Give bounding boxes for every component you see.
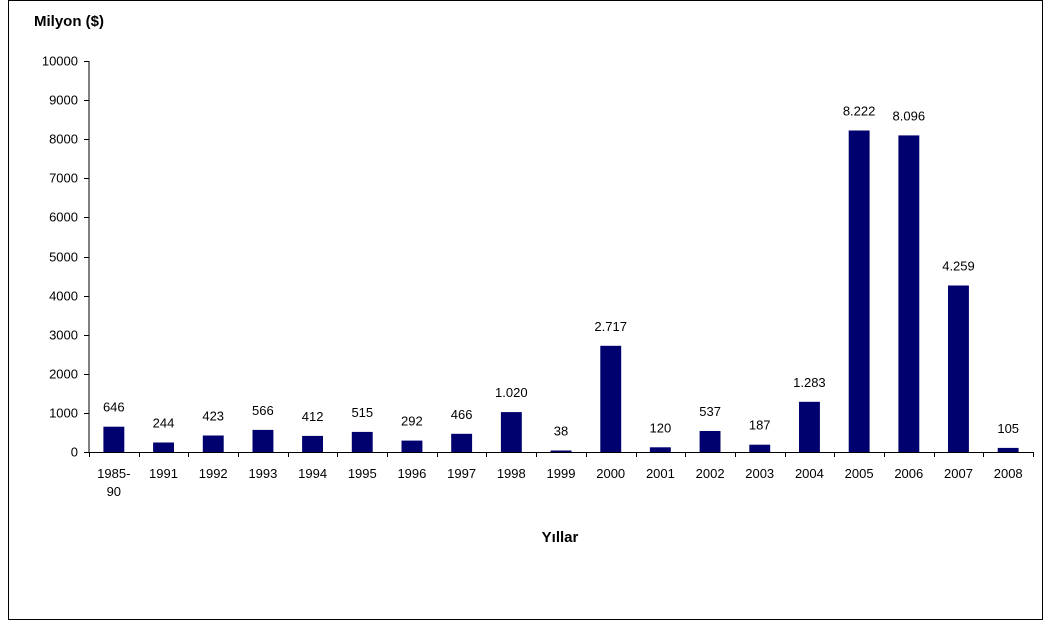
bar [550,450,572,452]
data-label: 1.283 [793,375,826,390]
y-tick-label: 6000 [49,210,78,225]
data-label: 244 [153,416,175,431]
x-tick-label: 1993 [248,466,277,481]
y-tick-label: 10000 [42,54,78,69]
data-labels: 646 244 423 566 412 515 292 466 1.020 38 2.717 120 5… [103,104,1019,439]
x-tick-label: 2000 [596,466,625,481]
bar [451,433,473,452]
x-axis-title: Yıllar [542,529,579,546]
bar [600,345,622,452]
bar [302,435,323,452]
data-label: 187 [749,418,771,433]
data-label: 537 [699,404,721,419]
x-tick-label: 2001 [646,466,675,481]
x-tick-label: 2004 [795,466,824,481]
data-label: 120 [650,420,672,435]
x-tick-label: 1995 [348,466,377,481]
bar [799,401,820,452]
x-tick-label: 1996 [397,466,426,481]
data-label: 292 [401,414,423,429]
data-label: 38 [554,424,568,439]
x-tick-label: 1997 [447,466,476,481]
y-tick-label: 7000 [49,171,78,186]
data-label: 515 [351,405,373,420]
y-tick-label: 2000 [49,367,78,382]
x-axis: 1985-90 1991 1992 1993 1994 1995 1996 1997 1998 1… [89,452,1034,499]
chart-frame [8,0,1043,620]
bar [401,440,423,452]
bar [649,447,671,452]
x-tick-label: 1985-90 [97,466,130,499]
x-tick-label: 2003 [745,466,774,481]
bar [749,444,771,452]
y-tick-label: 0 [71,445,78,460]
data-label: 423 [202,409,224,424]
x-tick-label: 2002 [696,466,725,481]
y-tick-label: 8000 [49,132,78,147]
x-tick-label: 2008 [994,466,1023,481]
data-label: 8.222 [843,104,876,119]
x-tick-label: 1991 [149,466,178,481]
data-label: 2.717 [594,319,627,334]
data-label: 466 [451,407,473,422]
y-tick-label: 4000 [49,289,78,304]
data-label: 8.096 [893,108,926,123]
bar [252,429,274,452]
bars [103,130,1019,452]
data-label: 1.020 [495,385,528,400]
x-tick-label: 1992 [199,466,228,481]
y-tick-label: 5000 [49,250,78,265]
data-label: 105 [997,421,1019,436]
data-label: 566 [252,403,274,418]
x-tick-label: 1999 [547,466,576,481]
bar [699,431,721,452]
bar [848,130,870,452]
y-axis: 0 1000 2000 3000 4000 5000 6000 7000 8000 9000 100… [42,54,90,460]
y-tick-label: 9000 [49,93,78,108]
y-tick-label: 1000 [49,406,78,421]
x-tick-label: 2005 [845,466,874,481]
y-axis-title: Milyon ($) [34,13,104,30]
bar [103,426,125,452]
bar [202,435,224,452]
bar [898,135,920,452]
bar [153,442,174,452]
data-label: 412 [302,409,324,424]
bar [351,431,373,452]
y-tick-label: 3000 [49,328,78,343]
bar [500,412,522,452]
x-tick-label: 1994 [298,466,327,481]
data-label: 646 [103,400,125,415]
x-tick-label: 1998 [497,466,526,481]
data-label: 4.259 [942,259,975,274]
x-tick-label: 2006 [894,466,923,481]
x-tick-label: 2007 [944,466,973,481]
bar [997,447,1019,452]
bar [948,285,969,452]
